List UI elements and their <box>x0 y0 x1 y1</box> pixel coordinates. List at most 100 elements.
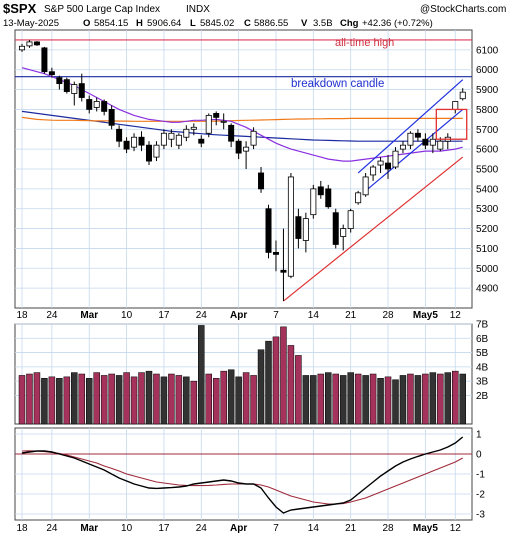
volume-bar <box>422 373 429 425</box>
macd-tick-label: -1 <box>476 470 485 481</box>
volume-bar <box>325 372 332 425</box>
volume-bar <box>414 375 422 425</box>
x-tick-label: 17 <box>158 523 170 534</box>
ath-annotation: all-time high <box>335 37 394 49</box>
candle-body <box>168 132 175 140</box>
candle-body <box>48 71 55 76</box>
volume-bar <box>250 375 257 425</box>
price-tick-label: 5000 <box>476 264 499 275</box>
volume-bar <box>377 378 384 425</box>
x-tick-label: 14 <box>308 310 320 321</box>
ma-short-line <box>21 116 463 122</box>
volume-bar <box>459 373 466 425</box>
support-trendline <box>283 156 464 302</box>
x-tick-label: May5 <box>413 310 438 321</box>
x-tick-label: Mar <box>80 523 98 534</box>
x-tick-label: 12 <box>450 523 462 534</box>
candle-body <box>220 120 227 123</box>
close-label: C <box>244 18 251 29</box>
candle-body <box>250 130 257 146</box>
x-tick-label: 12 <box>450 310 462 321</box>
candle-body <box>86 99 93 110</box>
candle-body <box>228 124 235 142</box>
candle-body <box>370 166 377 176</box>
price-tick-label: 5900 <box>476 85 499 96</box>
candle-body <box>340 228 347 237</box>
price-tick-label: 5200 <box>476 224 499 235</box>
x-tick-label: 28 <box>382 523 394 534</box>
x-tick-label: Mar <box>80 310 98 321</box>
macd-tick-label: -3 <box>476 510 485 521</box>
volume-bar <box>153 373 160 425</box>
candle-body <box>26 41 33 47</box>
volume-tick-label: 6B <box>476 334 489 345</box>
volume-bar <box>175 375 183 425</box>
ma-mid-line <box>21 67 463 162</box>
candle-body <box>302 218 309 241</box>
volume-bar <box>362 375 369 425</box>
exchange: INDX <box>186 4 210 15</box>
x-tick-label: 24 <box>196 310 208 321</box>
price-tick-label: 6100 <box>476 45 499 56</box>
candle-body <box>437 140 444 150</box>
candle-body <box>295 216 302 239</box>
open-value: 5854.15 <box>94 18 128 29</box>
volume-bar <box>33 372 41 425</box>
candle-body <box>392 150 399 168</box>
candle-body <box>280 269 287 273</box>
volume-label: V <box>301 18 308 29</box>
price-tick-label: 5400 <box>476 184 499 195</box>
x-tick-label: 28 <box>382 310 394 321</box>
breakdown-annotation: breakdown candle <box>291 78 384 90</box>
candle-body <box>258 172 265 190</box>
candle-body <box>108 109 115 126</box>
change-value: +42.36 (+0.72%) <box>362 18 433 29</box>
candle-body <box>407 132 414 146</box>
x-tick-label: May5 <box>413 523 438 534</box>
volume-layer <box>18 325 466 425</box>
candle-body <box>287 176 294 277</box>
candle-body <box>101 101 108 112</box>
candle-body <box>213 113 220 118</box>
volume-bar <box>339 375 347 425</box>
volume-bar <box>190 380 198 425</box>
volume-bar <box>354 373 362 425</box>
candle-body <box>399 144 406 150</box>
candle-body <box>377 160 384 166</box>
volume-bar <box>26 373 33 425</box>
x-tick-label: 24 <box>46 310 58 321</box>
price-tick-label: 5300 <box>476 204 499 215</box>
volume-bar <box>100 375 108 425</box>
volume-bar <box>18 375 26 425</box>
channel-upper-trendline <box>357 79 464 174</box>
x-tick-label: 21 <box>345 310 357 321</box>
volume-bar <box>272 336 280 425</box>
volume-bar <box>235 376 242 425</box>
x-tick-label: 14 <box>308 523 320 534</box>
volume-bar <box>332 373 339 425</box>
volume-bar <box>71 372 78 425</box>
volume-bar <box>145 370 153 425</box>
volume-value: 3.5B <box>313 18 333 29</box>
x-tick-label: 24 <box>46 523 58 534</box>
candle-body <box>325 188 332 208</box>
price-tick-label: 5500 <box>476 165 499 176</box>
candle-body <box>63 79 70 92</box>
volume-tick-label: 4B <box>476 362 489 373</box>
volume-bar <box>48 376 56 425</box>
candle-body <box>183 128 190 138</box>
candle-body <box>116 128 123 142</box>
volume-bar <box>399 375 407 425</box>
volume-bar <box>437 373 444 425</box>
candle-body <box>131 136 138 148</box>
volume-bar <box>295 355 302 425</box>
low-label: L <box>190 18 196 29</box>
price-tick-label: 5700 <box>476 125 499 136</box>
volume-bar <box>257 349 265 425</box>
volume-bar <box>287 345 295 425</box>
volume-bar <box>115 375 123 425</box>
volume-bar <box>444 372 452 425</box>
candle-body <box>347 210 354 229</box>
date: 13-May-2025 <box>3 18 59 29</box>
